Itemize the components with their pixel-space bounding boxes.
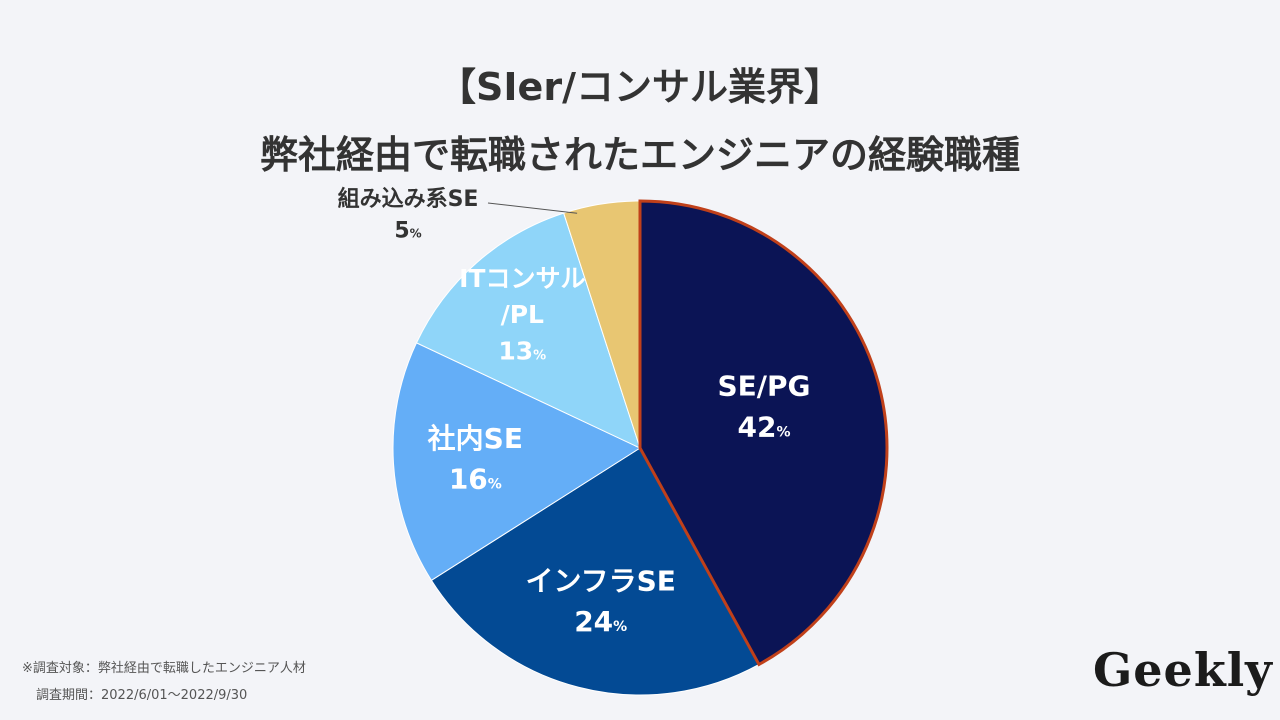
pie-slice-se-pg — [638, 199, 889, 667]
geekly-logo: Geekly — [1093, 643, 1273, 697]
slice-label-infra-se: インフラSE — [525, 565, 675, 598]
slice-label-inhouse-se: 社内SE — [428, 422, 523, 455]
slice-label-it-consultant-pl-line1: ITコンサル — [459, 264, 585, 293]
footnote-survey-period: 調査期間：2022/6/01〜2022/9/30 — [36, 688, 248, 703]
chart-title-line1: 【SIer/コンサル業界】 — [438, 65, 842, 109]
leader-line-embedded-se — [487, 202, 578, 214]
slice-value-infra-se: 24% — [574, 605, 627, 638]
pie-slice-infra-se — [430, 447, 760, 696]
footnote-survey-target: ※調査対象：弊社経由で転職したエンジニア人材 — [22, 661, 306, 676]
pie-slice-it-consultant-pl — [415, 212, 641, 449]
chart-title-line2: 弊社経由で転職されたエンジニアの経験職種 — [259, 133, 1020, 177]
slice-label-se-pg: SE/PG — [717, 370, 810, 403]
slice-value-se-pg: 42% — [737, 410, 790, 443]
slice-value-it-consultant-pl: 13% — [498, 336, 546, 365]
pie-slice-inhouse-se — [392, 342, 642, 582]
slice-label-it-consultant-pl-line2: /PL — [501, 300, 544, 329]
slice-value-embedded-se: 5% — [394, 219, 421, 244]
slice-label-embedded-se: 組み込み系SE — [338, 186, 479, 212]
slice-value-inhouse-se: 16% — [449, 462, 502, 495]
